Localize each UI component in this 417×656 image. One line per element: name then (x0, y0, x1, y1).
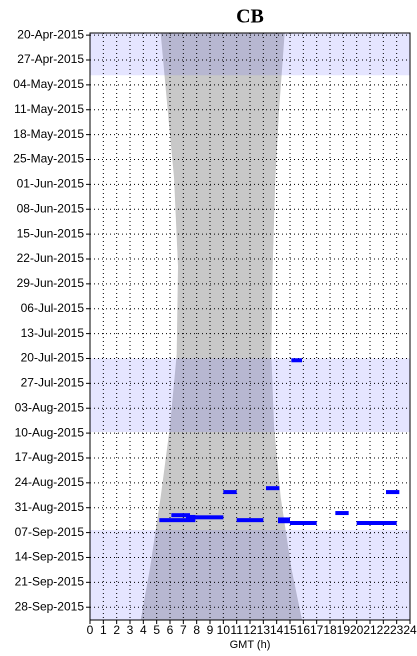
x-tick-label: 8 (193, 623, 200, 637)
event-bar (290, 520, 317, 525)
chart-title: CB (236, 6, 264, 28)
y-tick-label: 27-Apr-2015 (17, 52, 84, 66)
y-tick-label: 01-Jun-2015 (17, 177, 85, 191)
x-tick-label: 20 (350, 623, 364, 637)
x-tick-label: 15 (283, 623, 297, 637)
y-tick-label: 27-Jul-2015 (21, 376, 85, 390)
event-bar (223, 490, 237, 495)
shaded-period (90, 530, 410, 620)
x-tick-label: 17 (310, 623, 324, 637)
x-tick-label: 16 (297, 623, 311, 637)
x-tick-label: 14 (270, 623, 284, 637)
event-bar (236, 518, 264, 523)
plot-frame (89, 32, 411, 621)
event-bar (159, 518, 196, 523)
event-bar (188, 515, 224, 520)
x-tick-label: 13 (257, 623, 271, 637)
x-tick-label: 11 (230, 623, 243, 637)
x-tick-label: 2 (113, 623, 120, 637)
y-tick-label: 14-Sep-2015 (15, 550, 85, 564)
y-tick-label: 29-Jun-2015 (17, 276, 85, 290)
y-tick-label: 17-Aug-2015 (15, 450, 85, 464)
x-tick-label: 23 (390, 623, 404, 637)
y-tick-label: 22-Jun-2015 (17, 251, 85, 265)
shaded-period (90, 33, 410, 76)
y-tick-label: 03-Aug-2015 (15, 400, 85, 414)
x-tick-label: 6 (167, 623, 174, 637)
x-tick-label: 7 (180, 623, 187, 637)
x-tick-label: 9 (207, 623, 214, 637)
event-bar (335, 511, 349, 516)
y-tick-label: 24-Aug-2015 (15, 475, 85, 489)
y-tick-label: 25-May-2015 (13, 152, 84, 166)
x-tick-label: 22 (377, 623, 391, 637)
y-tick-label: 20-Jul-2015 (21, 351, 85, 365)
y-tick-label: 11-May-2015 (14, 102, 84, 116)
y-tick-label: 20-Apr-2015 (17, 27, 84, 41)
y-tick-label: 28-Sep-2015 (15, 599, 85, 613)
x-tick-label: 24 (403, 623, 417, 637)
event-bar (266, 486, 280, 491)
event-bar (356, 520, 397, 525)
event-bar (278, 517, 290, 522)
y-tick-label: 21-Sep-2015 (15, 575, 85, 589)
event-bar (386, 490, 400, 495)
x-tick-label: 19 (337, 623, 351, 637)
y-tick-label: 31-Aug-2015 (15, 500, 85, 514)
y-tick-label: 06-Jul-2015 (21, 301, 85, 315)
x-axis-label: GMT (h) (230, 639, 271, 651)
event-bar (186, 514, 196, 519)
y-tick-label: 08-Jun-2015 (17, 201, 85, 215)
y-tick-label: 04-May-2015 (13, 77, 84, 91)
event-bar (171, 513, 190, 518)
y-tick-label: 18-May-2015 (13, 127, 84, 141)
x-tick-label: 18 (323, 623, 337, 637)
shaded-period (90, 358, 410, 433)
y-tick-label: 10-Aug-2015 (15, 425, 85, 439)
x-tick-label: 0 (87, 623, 94, 637)
y-tick-label: 07-Sep-2015 (15, 525, 85, 539)
x-tick-label: 21 (363, 623, 377, 637)
x-tick-label: 1 (100, 623, 107, 637)
x-tick-label: 5 (153, 623, 160, 637)
event-bar (291, 358, 302, 363)
x-tick-label: 4 (140, 623, 147, 637)
daylight-area (140, 33, 302, 620)
x-tick-label: 10 (217, 623, 231, 637)
y-tick-label: 15-Jun-2015 (17, 226, 85, 240)
y-tick-label: 13-Jul-2015 (21, 326, 85, 340)
x-tick-label: 12 (243, 623, 257, 637)
x-tick-label: 3 (127, 623, 134, 637)
